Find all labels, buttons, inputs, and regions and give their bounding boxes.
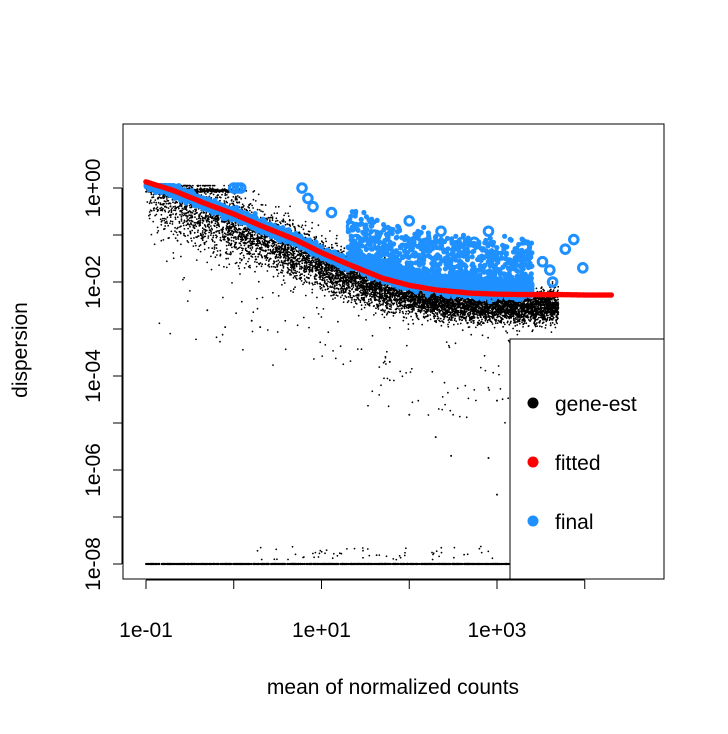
final-outlier-point [296, 182, 308, 194]
legend-label-gene-est: gene-est [555, 393, 637, 416]
legend-label-final: final [555, 511, 594, 534]
final-outlier-point [302, 192, 314, 205]
final-outlier-point [368, 229, 381, 241]
final-outlier-point [456, 236, 468, 249]
y-tick-label: 1e-08 [82, 537, 105, 591]
final-outlier-point [482, 225, 495, 238]
final-outlier-point [435, 225, 447, 238]
final-outlier-point [345, 220, 358, 233]
final-outlier-point [576, 262, 589, 274]
x-tick-label: 1e+01 [292, 619, 351, 642]
fitted-curve [143, 179, 614, 298]
legend-swatch-fitted [527, 456, 539, 468]
final-outlier-point [536, 255, 549, 268]
legend-label-fitted: fitted [555, 452, 601, 475]
final-outlier-point [546, 276, 559, 288]
final-dots [143, 182, 535, 305]
legend: gene-est fitted final [509, 338, 665, 580]
y-axis: 1e-08 1e-06 1e-04 1e-02 1e+00 [82, 159, 123, 591]
final-outlier-point [373, 239, 385, 252]
y-tick-label: 1e-06 [82, 443, 105, 497]
final-outlier-point [544, 264, 556, 276]
final-outlier-point [567, 233, 580, 246]
final-outlier-point [307, 200, 319, 213]
y-tick-label: 1e-02 [82, 255, 105, 309]
final-outlier-point [559, 243, 572, 255]
x-axis-label: mean of normalized counts [267, 676, 519, 699]
final-outlier-point [468, 236, 481, 249]
final-outlier-point [425, 239, 438, 252]
fitted-points [143, 179, 614, 298]
y-axis-label: dispersion [9, 302, 32, 398]
legend-swatch-gene-est [527, 397, 539, 409]
final-outlier-point [521, 250, 533, 263]
y-tick-label: 1e+00 [82, 159, 105, 218]
x-tick-label: 1e-01 [119, 619, 173, 642]
y-tick-label: 1e-04 [82, 349, 105, 403]
final-outlier-point [491, 250, 503, 263]
x-tick-label: 1e+03 [468, 619, 527, 642]
final-points [143, 182, 589, 305]
legend-swatch-final [527, 515, 539, 527]
final-outlier-point [325, 206, 338, 219]
final-outlier-point [403, 215, 416, 227]
final-outlier-point [234, 182, 247, 194]
x-axis: 1e-01 1e+01 1e+03 [119, 579, 586, 642]
final-outlier-point [357, 236, 370, 249]
